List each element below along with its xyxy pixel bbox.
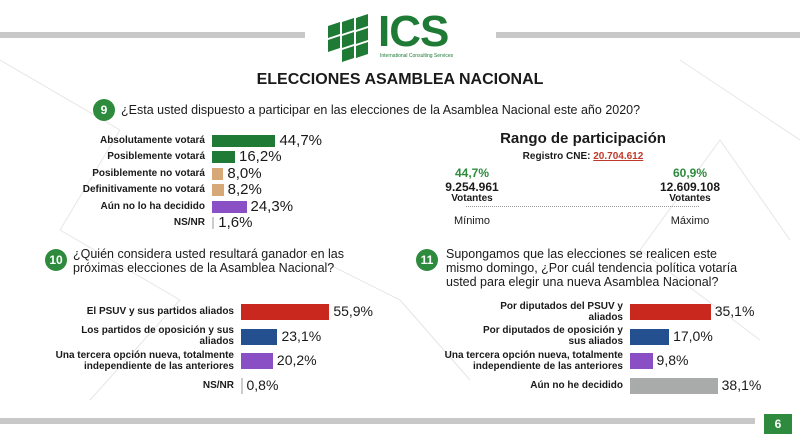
min-label: Mínimo	[453, 215, 491, 227]
bar	[630, 304, 711, 320]
category-label: Posiblemente no votará	[92, 167, 205, 179]
min-votantes: Votantes	[451, 193, 493, 204]
page-title: ELECCIONES ASAMBLEA NACIONAL	[256, 71, 544, 88]
question-11-text-line3: usted para elegir una nueva Asamblea Nac…	[446, 275, 719, 289]
question-9-text: ¿Esta usted dispuesto a participar en la…	[121, 103, 641, 117]
value-label: 17,0%	[673, 327, 713, 344]
max-label: Máximo	[670, 215, 710, 227]
category-label: Una tercera opción nueva, totalmente	[55, 349, 234, 361]
bar	[212, 167, 224, 180]
value-label: 8,0%	[227, 164, 262, 182]
category-label: Aún no he decidido	[530, 380, 623, 392]
category-label: Por diputados de oposición y	[482, 325, 623, 337]
question-11-text-line2: mismo domingo, ¿Por cuál tendencia polít…	[446, 261, 738, 275]
value-label: 8,2%	[227, 181, 262, 199]
category-label: Una tercera opción nueva, totalmente	[444, 349, 623, 361]
value-label: 0,8%	[246, 377, 279, 394]
bar	[212, 135, 276, 147]
category-label: Absolutamente votará	[99, 135, 205, 146]
bar	[212, 151, 235, 164]
bar	[630, 378, 718, 395]
value-label: 55,9%	[333, 303, 374, 319]
category-label: Por diputados del PSUV y	[500, 300, 623, 312]
category-label: sus aliados	[568, 336, 623, 348]
brand-tagline: International Consulting Services	[380, 53, 454, 59]
question-10-text-line1: ¿Quién considera usted resultará ganador…	[73, 247, 344, 261]
question-11-badge: 11	[416, 249, 438, 271]
bar	[212, 200, 247, 213]
bar	[630, 353, 653, 370]
question-10-badge: 10	[45, 249, 67, 271]
value-label: 44,7%	[279, 132, 323, 149]
category-label: NS/NR	[173, 217, 205, 228]
category-label: NS/NR	[202, 380, 234, 392]
value-label: 16,2%	[239, 148, 282, 166]
category-label: Posiblemente votará	[107, 151, 205, 163]
value-label: 24,3%	[250, 197, 294, 215]
bar	[241, 304, 330, 320]
rango-title: Rango de participación	[500, 130, 666, 147]
registro-value: 20.704.612	[593, 151, 644, 162]
bar	[241, 328, 278, 345]
header-bar-right	[496, 32, 800, 38]
registro-label: Registro CNE:	[522, 151, 591, 162]
value-label: 9,8%	[656, 352, 689, 369]
category-label: Aún no lo ha decidido	[100, 200, 205, 212]
question-9-badge: 9	[93, 99, 115, 121]
max-votes: 12.609.108	[659, 180, 721, 194]
value-label: 23,1%	[281, 327, 322, 344]
category-label: Los partidos de oposición y sus	[81, 325, 234, 337]
category-label: El PSUV y sus partidos aliados	[86, 306, 234, 317]
value-label: 35,1%	[714, 303, 755, 319]
value-label: 20,2%	[276, 352, 317, 369]
range-dotted-line	[466, 206, 699, 207]
footer-bar	[0, 418, 755, 424]
question-10-text-line2: próximas elecciones de la Asamblea Nacio…	[73, 261, 335, 275]
bar	[241, 353, 273, 370]
brand-name: ICS	[378, 7, 449, 56]
category-label: Definitivamente no votará	[82, 184, 205, 196]
ics-logo-icon	[328, 14, 368, 62]
registro-cne: Registro CNE: 20.704.612	[458, 151, 708, 162]
category-label: independiente de las anteriores	[472, 360, 623, 372]
bar	[212, 184, 224, 197]
header-bar-left	[0, 32, 305, 38]
question-11-text-line1: Supongamos que las elecciones se realice…	[446, 247, 718, 261]
value-label: 1,6%	[218, 214, 253, 231]
bar	[630, 328, 670, 345]
category-label: aliados	[199, 336, 234, 348]
bar	[212, 217, 215, 229]
min-pct: 44,7%	[454, 166, 490, 180]
max-votantes: Votantes	[669, 193, 711, 204]
value-label: 38,1%	[721, 377, 762, 394]
category-label: independiente de las anteriores	[83, 360, 234, 372]
bar	[241, 378, 243, 395]
page-number: 6	[764, 414, 792, 434]
category-label: aliados	[588, 311, 623, 323]
min-votes: 9.254.961	[445, 180, 499, 194]
max-pct: 60,9%	[672, 166, 708, 180]
